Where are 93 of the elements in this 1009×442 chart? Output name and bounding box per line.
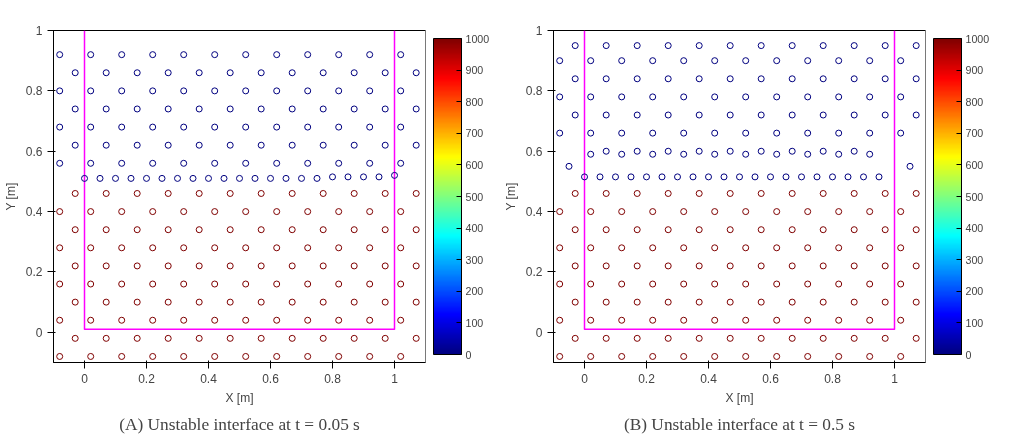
- color-bar-label: 600: [965, 158, 984, 171]
- color-bar-label: 600: [465, 158, 484, 171]
- y-tick-label: 0.8: [525, 84, 543, 99]
- point: [866, 150, 874, 158]
- point: [742, 150, 750, 158]
- point: [875, 173, 883, 181]
- point: [664, 147, 672, 155]
- color-bar-label: 200: [965, 285, 984, 298]
- color-bar-label: 1000: [965, 32, 990, 45]
- color-bar-label: 700: [965, 127, 984, 140]
- point: [819, 147, 827, 155]
- point: [643, 173, 650, 181]
- point: [680, 150, 688, 158]
- y-tick-label: 0.4: [525, 205, 543, 220]
- point: [773, 150, 781, 158]
- point: [782, 173, 790, 181]
- color-bar-label: 500: [965, 190, 984, 203]
- text: (A) Unstable interface at t = 0.05 s: [119, 414, 361, 434]
- x-tick-label: 1: [891, 371, 899, 386]
- color-bar-label: 900: [965, 64, 984, 77]
- color-bar-label: 900: [465, 64, 484, 77]
- point: [705, 173, 712, 181]
- point: [689, 173, 697, 181]
- color-bar-label: 800: [465, 95, 484, 108]
- color-bar-label: 100: [465, 316, 484, 329]
- point: [813, 173, 821, 181]
- color-bar-label: 500: [465, 190, 484, 203]
- x-tick-label: 0.2: [638, 371, 656, 386]
- point: [860, 173, 867, 181]
- point: [658, 173, 666, 181]
- y-axis-title: Y [m]: [3, 182, 18, 211]
- point: [627, 173, 635, 181]
- x-tick-label: 1: [391, 371, 399, 386]
- point: [751, 173, 759, 181]
- color-bar-label: 700: [465, 127, 484, 140]
- color-bar-label: 400: [965, 222, 984, 235]
- point: [596, 173, 604, 181]
- x-tick-label: 0.6: [262, 371, 280, 386]
- color-bar-label: 300: [465, 253, 484, 266]
- x-axis-title: X [m]: [225, 390, 254, 405]
- x-axis-title: X [m]: [725, 390, 754, 405]
- color-bar-label: 1000: [465, 32, 490, 45]
- point: [649, 150, 657, 158]
- color-bar-label: 400: [465, 222, 484, 235]
- point: [736, 173, 743, 181]
- y-axis-title: Y [m]: [503, 182, 518, 211]
- point: [602, 147, 610, 155]
- y-tick-label: 0.8: [25, 84, 43, 99]
- point: [835, 150, 843, 158]
- point: [581, 173, 588, 181]
- point: [906, 162, 914, 170]
- x-tick-label: 0: [81, 371, 89, 386]
- y-tick-label: 0.6: [25, 144, 43, 159]
- x-tick-label: 0.8: [324, 371, 342, 386]
- point: [612, 173, 619, 181]
- point: [565, 162, 573, 170]
- point: [726, 147, 734, 155]
- color-bar-label: 200: [465, 285, 484, 298]
- y-tick-label: 0: [35, 325, 43, 340]
- point: [587, 150, 595, 158]
- y-tick-label: 0.2: [525, 265, 543, 280]
- color-bar-label: 100: [965, 316, 984, 329]
- color-bar-label: 300: [965, 253, 984, 266]
- point: [720, 173, 728, 181]
- y-tick-label: 0.4: [25, 205, 43, 220]
- x-tick-label: 0.4: [200, 371, 218, 386]
- point: [844, 173, 852, 181]
- point: [633, 147, 641, 155]
- y-tick-label: 0: [535, 325, 543, 340]
- point: [674, 173, 681, 181]
- x-tick-label: 0.4: [700, 371, 718, 386]
- point: [829, 173, 836, 181]
- y-tick-label: 1: [535, 24, 543, 38]
- point: [695, 147, 703, 155]
- y-tick-label: 1: [35, 24, 43, 38]
- y-tick-label: 0.6: [525, 144, 543, 159]
- point: [788, 147, 796, 155]
- point: [767, 173, 774, 181]
- text: (B) Unstable interface at t = 0.5 s: [623, 414, 856, 434]
- color-bar-label: 0: [465, 348, 472, 361]
- point: [711, 150, 719, 158]
- y-tick-label: 0.2: [25, 265, 43, 280]
- x-tick-label: 0: [581, 371, 589, 386]
- point: [804, 150, 812, 158]
- color-bar-label: 0: [965, 348, 972, 361]
- x-tick-label: 0.8: [824, 371, 842, 386]
- point: [850, 147, 858, 155]
- x-tick-label: 0.2: [138, 371, 156, 386]
- x-tick-label: 0.6: [762, 371, 780, 386]
- point: [798, 173, 805, 181]
- point: [618, 150, 626, 158]
- color-bar-label: 800: [965, 95, 984, 108]
- point: [757, 147, 765, 155]
